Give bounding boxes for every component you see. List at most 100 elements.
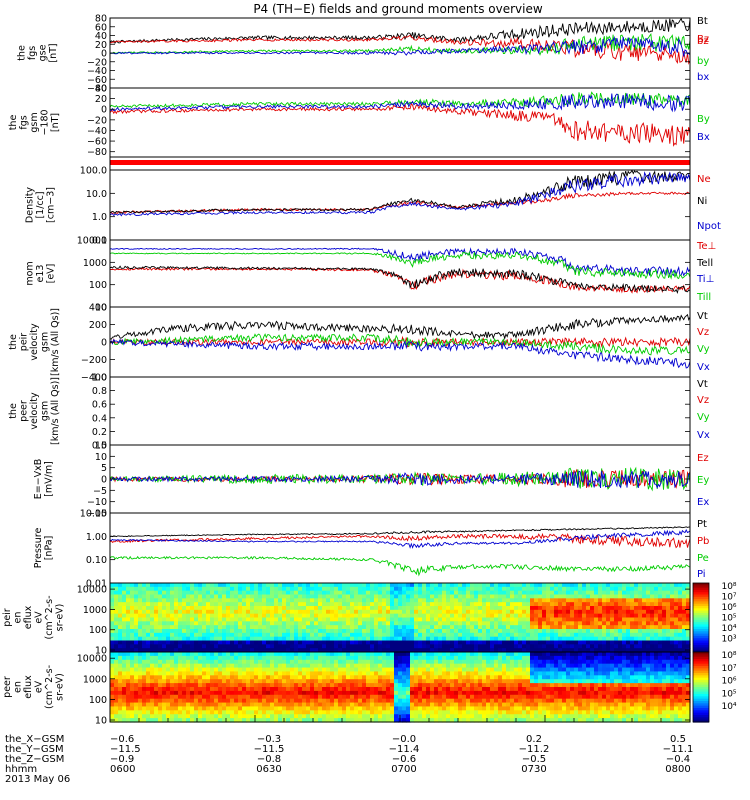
spectrogram-cell xyxy=(482,702,487,708)
spectrogram-cell xyxy=(442,606,447,611)
spectrogram-cell xyxy=(390,655,395,661)
series-line-Pt xyxy=(109,526,691,538)
legend-entry: bz xyxy=(697,36,709,47)
spectrogram-cell xyxy=(250,702,255,708)
spectrogram-cell xyxy=(470,675,475,680)
legend-entry: Pb xyxy=(697,536,709,547)
spectrogram-cell xyxy=(534,671,539,676)
spectrogram-cell xyxy=(570,602,575,607)
spectrogram-cell xyxy=(110,652,115,657)
spectrogram-cell xyxy=(506,706,511,711)
spectrogram-cell xyxy=(422,594,427,599)
spectrogram-cell xyxy=(330,687,335,692)
spectrogram-cell xyxy=(454,648,459,653)
spectrogram-cell xyxy=(498,652,503,657)
spectrogram-cell xyxy=(546,636,551,642)
spectrogram-cell xyxy=(214,644,219,649)
spectrogram-cell xyxy=(658,598,663,603)
spectrogram-cell xyxy=(138,683,143,688)
spectrogram-cell xyxy=(230,687,235,692)
spectrogram-cell xyxy=(190,586,195,592)
spectrogram-cell xyxy=(522,621,527,626)
spectrogram-cell xyxy=(330,609,335,615)
spectrogram-cell xyxy=(314,675,319,680)
spectrogram-cell xyxy=(234,690,239,696)
spectrogram-cell xyxy=(338,702,343,708)
spectrogram-cell xyxy=(634,602,639,607)
spectrogram-cell xyxy=(542,583,547,588)
spectrogram-cell xyxy=(306,617,311,622)
spectrogram-cell xyxy=(138,609,143,615)
spectrogram-cell xyxy=(274,706,279,711)
spectrogram-cell xyxy=(386,629,391,634)
spectrogram-cell xyxy=(510,590,515,596)
spectrogram-cell xyxy=(114,609,119,615)
spectrogram-cell xyxy=(174,710,179,715)
spectrogram-cell xyxy=(554,621,559,626)
spectrogram-cell xyxy=(122,706,127,711)
spectrogram-cell xyxy=(550,598,555,603)
spectrogram-cell xyxy=(130,606,135,611)
spectrogram-cell xyxy=(526,590,531,596)
spectrogram-cell xyxy=(234,679,239,684)
spectrogram-cell xyxy=(302,679,307,684)
spectrogram-cell xyxy=(642,602,647,607)
spectrogram-cell xyxy=(194,683,199,688)
spectrogram-cell xyxy=(270,632,275,638)
y-tick-label: −5 xyxy=(93,486,107,497)
spectrogram-cell xyxy=(450,694,455,700)
spectrogram-cell xyxy=(402,613,407,619)
spectrogram-cell xyxy=(202,613,207,619)
spectrogram-cell xyxy=(398,655,403,661)
spectrogram-cell xyxy=(274,702,279,708)
spectrogram-cell xyxy=(450,632,455,638)
spectrogram-cell xyxy=(354,659,359,665)
spectrogram-cell xyxy=(458,594,463,599)
spectrogram-cell xyxy=(386,706,391,711)
spectrogram-cell xyxy=(398,606,403,611)
colorbar-tick-label: 10⁴ xyxy=(721,624,736,634)
spectrogram-cell xyxy=(278,594,283,599)
spectrogram-cell xyxy=(270,667,275,673)
spectrogram-cell xyxy=(638,648,643,653)
spectrogram-cell xyxy=(170,706,175,711)
series-line-Pi xyxy=(109,528,691,549)
spectrogram-cell xyxy=(230,590,235,596)
spectrogram-cell xyxy=(190,590,195,596)
spectrogram-cell xyxy=(530,613,535,619)
spectrogram-cell xyxy=(142,655,147,661)
spectrogram-cell xyxy=(518,659,523,665)
spectrogram-cell xyxy=(234,718,239,723)
spectrogram-cell xyxy=(298,714,303,719)
spectrogram-cell xyxy=(210,659,215,665)
spectrogram-cell xyxy=(290,714,295,719)
spectrogram-cell xyxy=(594,629,599,634)
spectrogram-cell xyxy=(442,586,447,592)
spectrogram-cell xyxy=(666,590,671,596)
spectrogram-cell xyxy=(486,602,491,607)
spectrogram-cell xyxy=(294,698,299,704)
spectrogram-cell xyxy=(366,683,371,688)
spectrogram-cell xyxy=(490,710,495,715)
spectrogram-cell xyxy=(198,679,203,684)
spectrogram-cell xyxy=(202,636,207,642)
spectrogram-cell xyxy=(162,648,167,653)
spectrogram-cell xyxy=(342,613,347,619)
spectrogram-cell xyxy=(126,667,131,673)
spectrogram-cell xyxy=(142,636,147,642)
spectrogram-cell xyxy=(174,636,179,642)
spectrogram-cell xyxy=(274,644,279,649)
spectrogram-cell xyxy=(618,594,623,599)
spectrogram-cell xyxy=(146,714,151,719)
spectrogram-cell xyxy=(226,598,231,603)
spectrogram-cell xyxy=(418,602,423,607)
spectrogram-cell xyxy=(126,629,131,634)
spectrogram-cell xyxy=(530,675,535,680)
spectrogram-cell xyxy=(306,629,311,634)
spectrogram-cell xyxy=(538,602,543,607)
spectrogram-cell xyxy=(250,629,255,634)
spectrogram-cell xyxy=(266,679,271,684)
spectrogram-cell xyxy=(454,694,459,700)
spectrogram-cell xyxy=(250,679,255,684)
spectrogram-cell xyxy=(190,683,195,688)
